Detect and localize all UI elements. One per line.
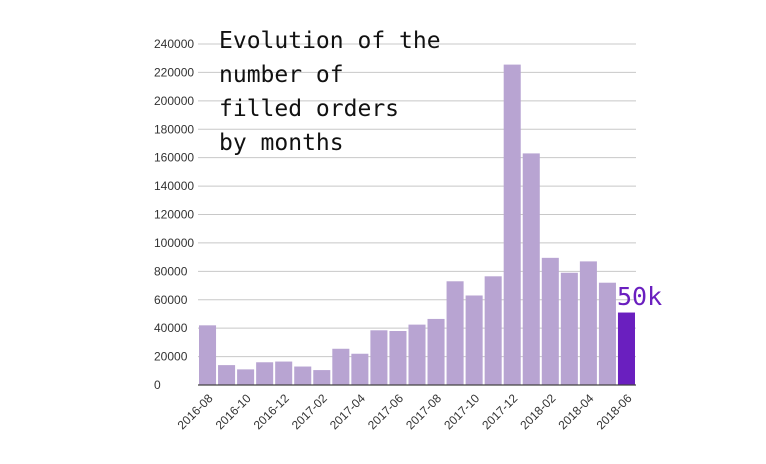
- bar: [446, 281, 464, 385]
- x-axis-ticks: 2016-082016-102016-122017-022017-042017-…: [175, 391, 635, 432]
- bar: [256, 362, 274, 385]
- x-tick-label: 2017-06: [365, 391, 406, 432]
- chart-title-line-2: number of: [219, 62, 344, 88]
- highlight-callout-label: 50k: [617, 282, 662, 311]
- x-tick-label: 2017-10: [441, 391, 482, 432]
- x-tick-label: 2017-08: [403, 391, 444, 432]
- bar: [370, 330, 388, 385]
- bar: [313, 370, 331, 385]
- bar: [332, 348, 350, 385]
- y-tick-label: 140000: [154, 179, 194, 193]
- bar: [218, 365, 236, 385]
- bar: [522, 153, 540, 385]
- y-tick-label: 0: [154, 378, 161, 392]
- bar-highlighted: [617, 312, 635, 385]
- bar: [541, 257, 559, 385]
- bar: [427, 318, 445, 385]
- bar: [503, 64, 521, 385]
- x-tick-label: 2016-08: [175, 391, 216, 432]
- bar: [389, 331, 407, 385]
- y-tick-label: 100000: [154, 236, 194, 250]
- grid-lines: [198, 43, 636, 358]
- bar: [351, 353, 369, 385]
- bar: [560, 272, 578, 385]
- bar: [199, 325, 217, 385]
- bar: [484, 276, 502, 385]
- bar: [579, 261, 597, 385]
- x-tick-label: 2018-02: [517, 391, 558, 432]
- y-tick-label: 160000: [154, 151, 194, 165]
- x-tick-label: 2018-06: [594, 391, 635, 432]
- chart-title-line-3: filled orders: [219, 96, 399, 122]
- x-tick-label: 2018-04: [555, 391, 596, 432]
- y-tick-label: 40000: [154, 321, 188, 335]
- chart-title-line-4: by months: [219, 130, 344, 156]
- y-tick-label: 220000: [154, 65, 194, 79]
- y-tick-label: 120000: [154, 208, 194, 222]
- bar: [598, 282, 616, 385]
- bars: [199, 64, 635, 385]
- y-tick-label: 60000: [154, 293, 188, 307]
- bar: [237, 369, 255, 385]
- chart-title-line-1: Evolution of the: [219, 28, 441, 54]
- y-tick-label: 240000: [154, 37, 194, 51]
- y-tick-label: 20000: [154, 350, 188, 364]
- x-tick-label: 2017-12: [479, 391, 520, 432]
- bar: [294, 366, 312, 385]
- y-tick-label: 80000: [154, 264, 188, 278]
- y-axis-ticks: 0 20000 40000 60000 80000 100000 120000 140000 1…: [154, 37, 194, 392]
- x-tick-label: 2017-04: [327, 391, 368, 432]
- bar: [408, 324, 426, 385]
- x-tick-label: 2016-10: [213, 391, 254, 432]
- y-tick-label: 180000: [154, 122, 194, 136]
- bar: [465, 295, 483, 385]
- bar: [275, 361, 293, 385]
- y-tick-label: 200000: [154, 94, 194, 108]
- x-tick-label: 2016-12: [251, 391, 292, 432]
- x-tick-label: 2017-02: [289, 391, 330, 432]
